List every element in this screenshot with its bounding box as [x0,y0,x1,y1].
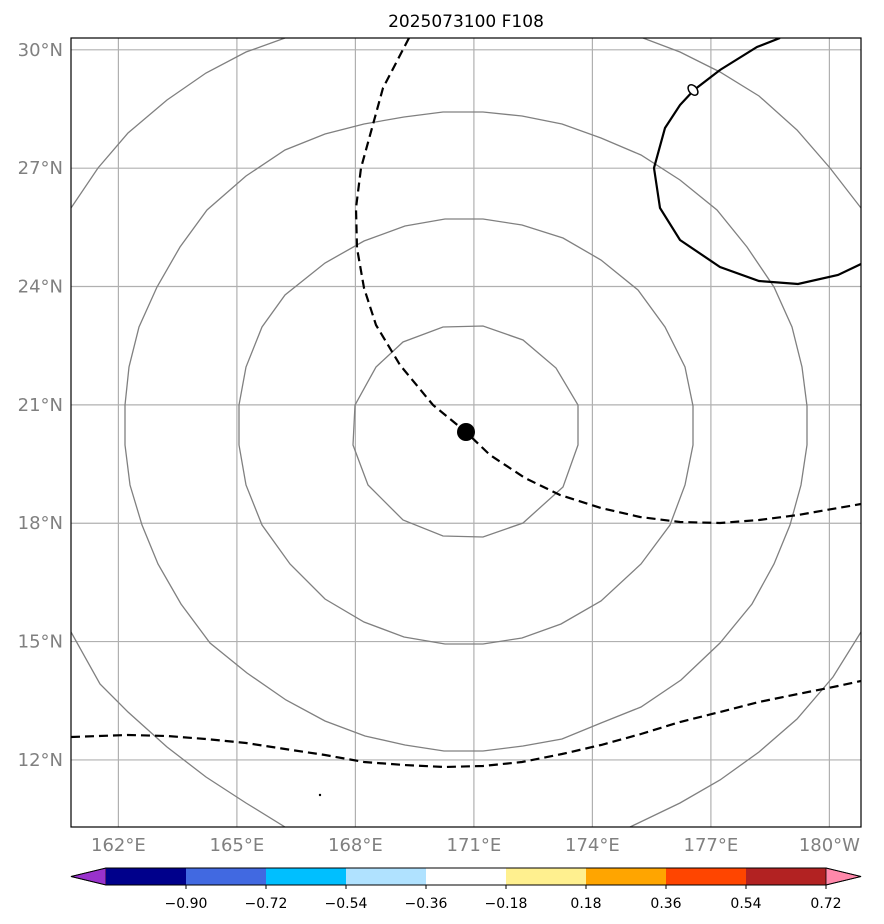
gray-contours [71,38,861,827]
black-solid-contour [652,38,861,286]
dashed-contour-south [71,679,861,769]
lat-label: 15°N [18,632,63,653]
contour-ring-1 [352,325,579,538]
colorbar-segment [426,868,507,885]
small-contour-fragment [318,793,322,797]
lon-label: 174°E [565,835,620,856]
contour-ring-4d [629,631,861,827]
contour-ring-4b [642,38,861,209]
lat-label: 21°N [18,395,63,416]
plot-area [71,38,861,827]
colorbar-extend-low [70,867,107,886]
contour-ring-4 [71,38,286,209]
contour-ring-3 [124,111,808,752]
colorbar-tick-label: −0.18 [485,896,528,912]
colorbar-tick-label: −0.54 [325,896,368,912]
longitude-labels: 162°E 165°E 168°E 171°E 174°E 177°E 180°W [91,835,860,856]
colorbar-segment [506,868,587,885]
lon-label: 180°W [799,835,860,856]
colorbar-segment [666,868,747,885]
plot-frame [70,37,862,828]
colorbar [70,867,862,889]
lat-label: 18°N [18,513,63,534]
lat-label: 12°N [18,750,63,771]
colorbar-segment [746,868,827,885]
colorbar-segment [586,868,667,885]
colorbar-segment [266,868,347,885]
lat-label: 27°N [18,158,63,179]
colorbar-tick-label: −0.36 [405,896,448,912]
small-closed-contour [687,83,699,97]
colorbar-segment [186,868,267,885]
dashed-contour-track [354,38,861,525]
lon-label: 165°E [210,835,265,856]
colorbar-labels: −0.90 −0.72 −0.54 −0.36 −0.18 0.18 0.36 0.54 0.7… [165,896,842,912]
contour-ring-2 [238,218,694,645]
colorbar-tick-label: 0.54 [730,896,761,912]
cyclone-center-marker [457,423,475,441]
lon-label: 171°E [447,835,502,856]
colorbar-extend-high [825,867,862,886]
lat-label: 30°N [18,40,63,61]
colorbar-tick-label: 0.36 [650,896,681,912]
colorbar-tick-label: 0.72 [810,896,841,912]
colorbar-tick-label: 0.18 [570,896,601,912]
lon-label: 168°E [328,835,383,856]
colorbar-segment [106,868,187,885]
lon-label: 162°E [91,835,146,856]
contour-ring-4c [71,631,286,827]
colorbar-outline [70,867,862,886]
map-title: 2025073100 F108 [388,12,544,32]
latitude-labels: 12°N 15°N 18°N 21°N 24°N 27°N 30°N [18,40,63,771]
colorbar-tick-label: −0.72 [245,896,288,912]
colorbar-segment [346,868,427,885]
colorbar-tick-label: −0.90 [165,896,208,912]
lon-label: 177°E [684,835,739,856]
lat-label: 24°N [18,277,63,298]
